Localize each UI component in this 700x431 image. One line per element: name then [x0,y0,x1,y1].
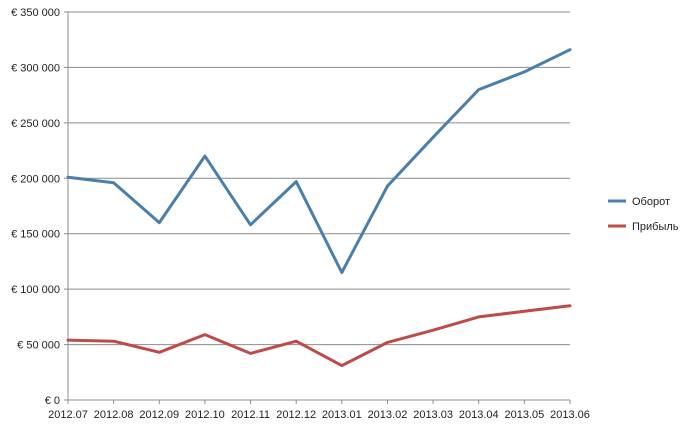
data-point [66,338,70,342]
data-point [431,328,435,332]
data-point [568,304,572,307]
data-point [294,180,298,183]
x-tick-label: 2013.04 [459,409,499,421]
y-axis-tick-labels: € 0 € 50 000 € 100 000 € 150 000 € 200 000 € … [11,7,60,407]
y-tick-label: € 200 000 [11,173,60,185]
data-point [477,88,480,91]
y-tick-label: € 0 [45,395,60,407]
x-tick-label: 2013.02 [368,409,408,421]
legend: Оборот Прибыль [608,196,679,233]
data-point [249,352,252,355]
data-point [523,70,526,74]
x-axis-tick-labels: 2012.07 2012.08 2012.09 2012.10 2012.11 2012.… [48,409,590,421]
data-point [477,315,480,319]
x-tick-label: 2013.01 [322,409,362,421]
x-tick-label: 2012.08 [94,409,134,421]
y-tick-label: € 50 000 [17,340,60,352]
data-point [523,310,526,313]
data-point [340,271,344,274]
x-tick-label: 2012.07 [48,409,88,421]
data-point [112,340,115,343]
data-point [158,221,161,224]
axes [64,11,571,404]
legend-label-pribyl: Прибыль [632,221,679,233]
y-tick-label: € 100 000 [11,284,60,296]
data-point [66,175,70,179]
series-lines [66,48,572,368]
x-tick-label: 2013.06 [550,409,590,421]
data-point [249,223,252,227]
y-tick-label: € 350 000 [11,7,60,19]
x-tick-label: 2013.05 [504,409,544,421]
data-point [294,340,298,343]
y-tick-label: € 250 000 [11,118,60,130]
x-tick-label: 2012.11 [231,409,270,421]
data-point [568,48,572,51]
series-line-0 [66,48,572,274]
x-tick-label: 2013.03 [413,409,453,421]
data-point [158,351,161,354]
y-tick-label: € 150 000 [11,229,60,241]
data-point [203,333,207,336]
data-point [386,184,389,188]
series-line-1 [66,304,572,368]
legend-label-oborot: Оборот [632,196,670,208]
data-point [340,364,344,367]
data-point [386,341,389,344]
data-point [112,181,115,184]
x-tick-label: 2012.10 [185,409,225,421]
y-tick-label: € 300 000 [11,62,60,74]
x-tick-label: 2012.09 [139,409,179,421]
data-point [203,154,207,158]
x-tick-label: 2012.12 [276,409,316,421]
data-point [431,136,435,139]
gridlines [68,11,570,346]
